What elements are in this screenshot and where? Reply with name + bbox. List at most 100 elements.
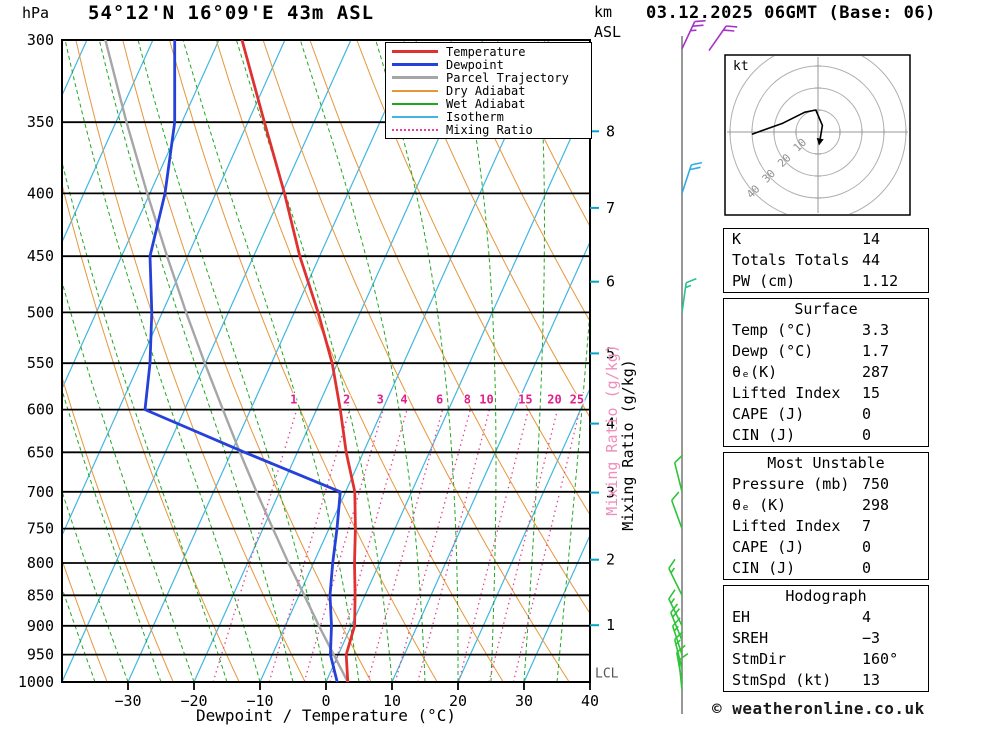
isotherm-line	[391, 240, 590, 682]
wind-barb	[670, 603, 683, 641]
legend-item: Temperature	[386, 45, 591, 58]
wet-adiabat-line	[235, 40, 393, 682]
wet-adiabat-line	[458, 40, 497, 682]
km-tick-label: 8	[606, 122, 615, 140]
dry-adiabat-line	[75, 40, 306, 682]
legend-swatch	[392, 89, 438, 92]
km-tick-label: 3	[606, 484, 615, 502]
mixing-ratio-value-label: 4	[400, 393, 407, 407]
table-row-value: 0	[862, 538, 872, 556]
wind-barb	[668, 589, 683, 627]
mixing-ratio-value-label: 8	[464, 393, 471, 407]
wind-barb	[678, 652, 689, 690]
pressure-tick-label: 800	[27, 554, 54, 572]
table-row: PW (cm) 1.12	[724, 271, 928, 292]
table-row-value: 160°	[862, 650, 899, 668]
temp-tick-label: −20	[180, 692, 207, 710]
isotherm-line	[523, 533, 590, 682]
table-row-value: 1.7	[862, 342, 890, 360]
table-row: CAPE (J) 0	[724, 404, 928, 425]
wet-adiabat-line	[556, 304, 590, 682]
legend-swatch	[392, 76, 438, 79]
wet-adiabat-line	[523, 40, 546, 682]
wind-barb	[673, 454, 684, 492]
table-row-label: CIN (J)	[732, 559, 796, 577]
table-row-label: Lifted Index	[732, 517, 841, 535]
stats-table: Surface Temp (°C) 3.3 Dewp (°C) 1.7 θₑ(K) 287 L…	[723, 298, 929, 447]
datetime-title: 03.12.2025 06GMT (Base: 06)	[646, 3, 936, 23]
wind-barb	[673, 631, 684, 669]
isotherm-lines	[62, 40, 590, 682]
altitude-unit-asl: ASL	[594, 23, 622, 41]
mixing-ratio-line	[329, 409, 408, 682]
wet-adiabat-lines	[0, 40, 590, 682]
mixing-ratio-line	[394, 409, 472, 682]
wet-adiabat-line	[62, 388, 162, 682]
table-row-value: 1.12	[862, 272, 899, 290]
wind-barb	[670, 491, 683, 529]
isotherm-line	[457, 387, 590, 682]
x-axis-title: Dewpoint / Temperature (°C)	[195, 706, 457, 725]
hodograph-trace-arrow	[816, 138, 824, 146]
mixing-ratio-lines: 1 2 3 4 6 8 10 15 20 25	[212, 391, 586, 682]
dry-adiabat-line	[62, 558, 108, 682]
dewpoint-curve	[143, 40, 342, 682]
wet-adiabat-line	[64, 40, 261, 682]
wet-adiabat-line	[299, 40, 426, 682]
temp-tick-label: 20	[449, 692, 467, 710]
wind-barb-column	[668, 19, 738, 714]
table-row: Dewp (°C) 1.7	[724, 341, 928, 362]
table-row-label: StmDir	[732, 650, 787, 668]
pressure-tick-label: 500	[27, 303, 54, 321]
legend-swatch	[392, 128, 438, 131]
table-row: Temp (°C) 3.3	[724, 320, 928, 341]
pressure-tick-label: 650	[27, 443, 54, 461]
table-row: Lifted Index 15	[724, 383, 928, 404]
legend-label: Parcel Trajectory	[446, 70, 569, 85]
wet-adiabat-line	[0, 40, 29, 682]
wet-adiabat-line	[182, 40, 360, 682]
stats-table: K 14 Totals Totals 44 PW (cm) 1.12	[723, 228, 929, 293]
isotherm-line	[127, 40, 418, 682]
legend-swatch	[392, 115, 438, 118]
table-row: θₑ (K) 298	[724, 495, 928, 516]
legend-item: Dewpoint	[386, 58, 591, 71]
wet-adiabat-line	[375, 40, 459, 682]
mixing-ratio-line	[512, 409, 581, 682]
isotherm-line	[62, 40, 154, 244]
pressure-tick-label: 1000	[18, 673, 54, 691]
temp-tick-label: 30	[515, 692, 533, 710]
temp-tick-label: −10	[246, 692, 273, 710]
temperature-curve	[240, 40, 357, 682]
table-section-title: Hodograph	[785, 587, 867, 605]
table-row-value: 4	[862, 608, 872, 626]
table-row-label: EH	[732, 608, 751, 626]
pressure-tick-label: 400	[27, 184, 54, 202]
temp-tick-label: 10	[383, 692, 401, 710]
table-row-label: PW (cm)	[732, 272, 796, 290]
wind-barb	[681, 161, 703, 194]
legend-item: Mixing Ratio	[386, 123, 591, 136]
table-row-value: 7	[862, 517, 872, 535]
pressure-tick-label: 900	[27, 617, 54, 635]
table-row-label: CAPE (J)	[732, 538, 805, 556]
table-row-label: Lifted Index	[732, 384, 841, 402]
pressure-tick-label: 300	[27, 31, 54, 49]
altitude-unit-km: km	[594, 3, 613, 21]
pressure-tick-label: 600	[27, 401, 54, 419]
chart-legend: Temperature Dewpoint Parcel Trajectory Dry …	[385, 42, 592, 139]
mixing-ratio-line	[303, 409, 384, 682]
table-row: EH 4	[724, 607, 928, 628]
table-row-label: Dewp (°C)	[732, 342, 814, 360]
km-tick-label: 7	[606, 199, 615, 217]
wet-adiabat-line	[62, 489, 129, 682]
legend-label: Isotherm	[446, 109, 504, 124]
wet-adiabat-line	[98, 40, 294, 682]
axis-labels: −30 −20 −10 0 10 20 30 40 1 2 3 4 5 6 7 8 LCL Mixing Rati…	[114, 122, 637, 710]
mixing-ratio-value-label: 1	[290, 393, 297, 407]
stats-table: Hodograph EH 4 SREH −3 StmDir 160° StmSpd (kt) 1…	[723, 585, 929, 692]
legend-item: Wet Adiabat	[386, 97, 591, 110]
table-row: CIN (J) 0	[724, 425, 928, 446]
table-row-label: Temp (°C)	[732, 321, 814, 339]
table-row: CIN (J) 0	[724, 558, 928, 579]
